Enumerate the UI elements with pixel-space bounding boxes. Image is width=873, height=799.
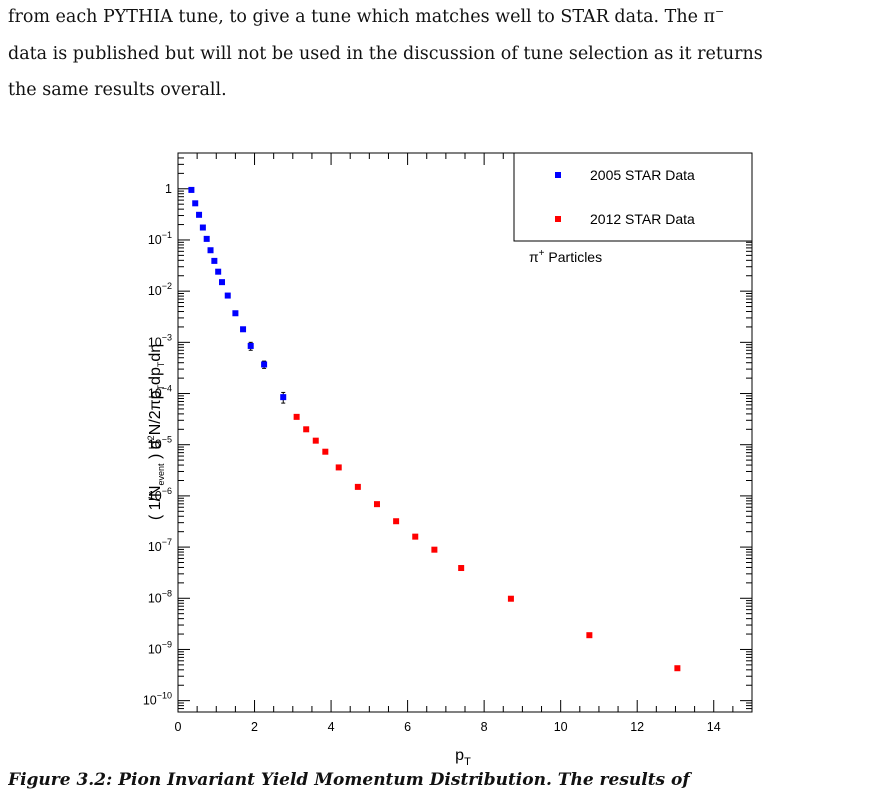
data-point-2005	[188, 186, 195, 193]
data-point-2012	[293, 413, 300, 420]
data-point-2012	[303, 426, 310, 433]
data-point-2012	[312, 437, 319, 444]
x-tick-label: 4	[328, 720, 335, 734]
x-axis-title: pT	[455, 747, 471, 768]
body-text-line-2: data is published but will not be used i…	[8, 44, 763, 64]
legend-label-2005: 2005 STAR Data	[590, 167, 695, 183]
data-point-2005	[247, 342, 254, 349]
legend: 2005 STAR Data 2012 STAR Data	[513, 152, 753, 242]
data-point-2012	[373, 501, 380, 508]
data-point-2005	[192, 200, 199, 207]
body-text-line-3: the same results overall.	[8, 80, 227, 100]
legend-marker-2012	[555, 216, 561, 222]
data-point-2005	[215, 268, 222, 275]
x-tick-label: 12	[630, 720, 644, 734]
x-tick-label: 8	[481, 720, 488, 734]
y-tick-label: 10−9	[148, 639, 172, 656]
y-tick-label: 1	[165, 182, 172, 196]
body-text-line-1: from each PYTHIA tune, to give a tune wh…	[8, 5, 725, 27]
data-point-2012	[322, 448, 329, 455]
y-tick-label: 10−7	[148, 537, 172, 554]
data-point-2012	[335, 464, 342, 471]
data-point-2005	[196, 211, 203, 218]
data-point-2005	[224, 292, 231, 299]
y-tick-label: 10−2	[148, 281, 172, 298]
data-point-2005	[261, 361, 268, 368]
x-tick-label: 0	[175, 720, 182, 734]
data-point-2012	[458, 565, 465, 572]
x-tick-label: 14	[707, 720, 721, 734]
data-point-2012	[674, 665, 681, 672]
data-point-2005	[207, 247, 214, 254]
y-tick-label: 10−8	[148, 588, 172, 605]
y-tick-label: 10−5	[148, 435, 172, 452]
data-point-2005	[211, 257, 218, 264]
particle-annotation: π+ Particles	[529, 248, 602, 265]
legend-label-2012: 2012 STAR Data	[590, 211, 695, 227]
y-tick-label: 10−10	[143, 691, 172, 708]
data-point-2012	[393, 518, 400, 525]
data-point-2005	[280, 394, 287, 401]
data-point-2005	[219, 279, 226, 286]
data-point-2012	[586, 632, 593, 639]
data-point-2005	[203, 235, 210, 242]
y-tick-label: 10−3	[148, 332, 172, 349]
legend-marker-2005	[555, 172, 561, 178]
x-tick-label: 10	[554, 720, 568, 734]
y-tick-label: 10−4	[148, 384, 172, 401]
y-tick-label: 10−1	[148, 230, 172, 247]
data-point-2005	[240, 326, 247, 333]
figure-caption: Figure 3.2: Pion Invariant Yield Momentu…	[8, 770, 690, 790]
x-tick-label: 2	[251, 720, 258, 734]
data-point-2012	[431, 546, 438, 553]
data-point-2012	[412, 533, 419, 540]
data-point-2012	[507, 595, 514, 602]
data-point-2005	[232, 310, 239, 317]
data-point-2005	[199, 224, 206, 231]
legend-box	[513, 152, 753, 242]
x-tick-label: 6	[404, 720, 411, 734]
data-point-2012	[354, 483, 361, 490]
y-axis-title: ( 1/Nevent ) d2N/2πpTdpTdη	[146, 344, 166, 520]
y-tick-label: 10−6	[148, 486, 172, 503]
